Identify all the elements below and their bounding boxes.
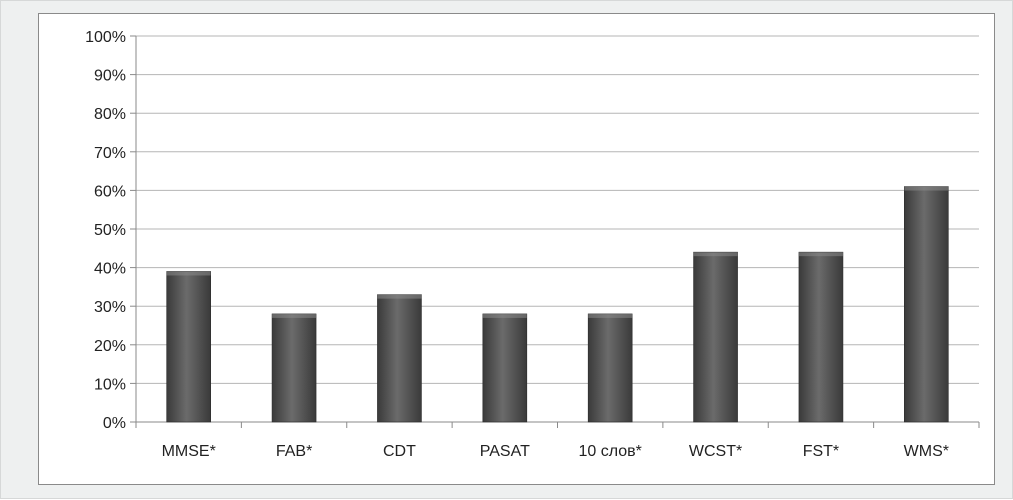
bar: [166, 271, 211, 423]
bar-top-bevel: [904, 186, 949, 191]
x-category-label: 10 слов*: [578, 443, 641, 460]
y-tick-label: 50%: [94, 222, 126, 239]
y-tick-label: 0%: [103, 415, 126, 432]
x-category-label: CDT: [383, 443, 416, 460]
bar-top-bevel: [377, 294, 422, 299]
x-category-label: FAB*: [276, 443, 312, 460]
bar-group: [587, 313, 633, 423]
y-tick-label: 90%: [94, 68, 126, 85]
bar: [377, 294, 422, 423]
y-tick-label: 80%: [94, 106, 126, 123]
bar-top-bevel: [272, 313, 317, 318]
y-tick-label: 60%: [94, 183, 126, 200]
bar-top-bevel: [798, 252, 843, 257]
gridlines: [136, 35, 979, 384]
y-tick-label: 100%: [85, 29, 126, 46]
bar-top-bevel: [482, 313, 527, 318]
bar: [271, 313, 317, 423]
bar-group: [798, 251, 844, 423]
y-tick-label: 40%: [94, 261, 126, 278]
x-category-label: PASAT: [480, 443, 530, 460]
axes: [130, 35, 980, 428]
y-tick-label: 30%: [94, 299, 126, 316]
bar-group: [693, 251, 738, 423]
x-category-label: FST*: [803, 443, 839, 460]
bar-group: [377, 294, 422, 423]
bar-top-bevel: [693, 252, 738, 257]
bars: [166, 186, 949, 423]
y-tick-label: 70%: [94, 145, 126, 162]
x-category-label: WCST*: [689, 443, 742, 460]
x-category-label: MMSE*: [162, 443, 216, 460]
bar-group: [904, 186, 949, 423]
x-category-label: WMS*: [904, 443, 949, 460]
bar: [693, 251, 738, 423]
y-axis-tick-labels: 0% 10% 20% 30% 40% 50% 60% 70% 80% 90% 100%: [85, 29, 126, 432]
bar: [798, 251, 844, 423]
bar-group: [482, 313, 528, 423]
y-tick-label: 20%: [94, 338, 126, 355]
y-tick-label: 10%: [94, 376, 126, 393]
bar-group: [271, 313, 317, 423]
bar: [904, 186, 949, 423]
bar-group: [166, 271, 211, 423]
bar-top-bevel: [166, 271, 211, 276]
bar: [482, 313, 528, 423]
x-axis-category-labels: MMSE* FAB* CDT PASAT 10 слов* WCST* FST* WMS*: [162, 443, 949, 460]
bar-top-bevel: [588, 313, 633, 318]
bar: [587, 313, 633, 423]
